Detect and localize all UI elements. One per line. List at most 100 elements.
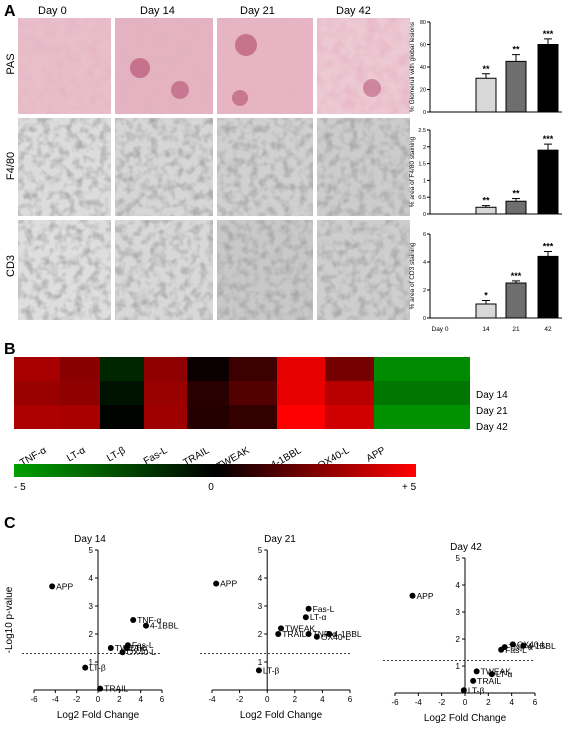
heatmap-cell xyxy=(14,381,60,405)
volcano-point xyxy=(509,641,516,648)
volcano-point xyxy=(488,671,495,678)
row-label-cd3: CD3 xyxy=(5,255,17,277)
volcano-x-tick-label: -6 xyxy=(391,698,399,707)
heatmap-cell xyxy=(325,357,374,381)
volcano-point xyxy=(275,631,282,637)
volcano-x-axis-title: Log2 Fold Change xyxy=(57,710,140,721)
heatmap-cell xyxy=(325,381,374,405)
volcano-point-label: APP xyxy=(220,579,237,589)
volcano-point-label: OX40-L xyxy=(127,647,157,657)
volcano-point xyxy=(130,617,137,623)
bar-y-axis-title: % area of CD3 staining xyxy=(409,242,416,309)
volcano-y-tick-label: 4 xyxy=(258,574,263,583)
volcano-point-label: OX40-L xyxy=(321,632,351,642)
heatmap-col-lt-b: LT-β xyxy=(105,445,128,464)
volcano-point-label: 4-1BBL xyxy=(527,641,556,651)
volcano-point xyxy=(255,667,262,674)
volcano-point-label: 4-1BBL xyxy=(333,629,362,639)
heatmap-row-day21: Day 21 xyxy=(476,406,508,417)
bar-x-label-day0: Day 0 xyxy=(432,326,449,333)
micrograph-cd3-day42 xyxy=(317,220,410,320)
volcano-y-tick-label: 3 xyxy=(456,608,461,617)
significance-label: *** xyxy=(543,242,554,252)
panel-b: B Day 14 Day 21 Day 42 TNF-α LT-α LT-β F… xyxy=(4,341,508,493)
volcano-title: Day 42 xyxy=(450,542,482,553)
volcano-x-tick-label: -4 xyxy=(208,695,216,704)
volcano-y-tick-label: 3 xyxy=(258,602,263,611)
volcano-y-tick-label: 1 xyxy=(89,658,94,667)
volcano-y-tick-label: 2 xyxy=(258,630,263,639)
micrograph-pas-day0 xyxy=(18,18,111,114)
volcano-x-tick-label: -6 xyxy=(30,695,38,704)
significance-label: *** xyxy=(543,134,554,144)
volcano-point-label: TRAIL xyxy=(104,684,128,694)
significance-label: ** xyxy=(512,45,520,55)
volcano-point-label: Fas-L xyxy=(505,645,527,655)
volcano-plots: Day 14 1 2 3 4 5 -6 -4 -2 0 2 4 6 Log2 Fold Change -Lo… xyxy=(4,534,556,724)
bar xyxy=(537,255,559,319)
bar-y-tick-label: 80 xyxy=(420,20,426,26)
volcano-point xyxy=(82,664,89,671)
heatmap-cell xyxy=(14,357,60,381)
volcano-point-label: TRAIL xyxy=(477,676,501,686)
bar-x-axis-labels: Day 0 14 21 42 xyxy=(432,326,552,333)
volcano-point-label: APP xyxy=(417,591,434,601)
volcano-point xyxy=(460,687,467,694)
volcano-x-tick-label: 0 xyxy=(463,698,468,707)
volcano-x-tick-label: 6 xyxy=(348,695,353,704)
volcano-y-tick-label: 2 xyxy=(89,630,94,639)
volcano-point-label: TWEAK xyxy=(481,666,512,676)
bar-y-tick-label: 0.5 xyxy=(418,195,426,201)
micrograph-f480-day0 xyxy=(18,118,111,216)
significance-label: ** xyxy=(512,189,520,199)
volcano-point xyxy=(143,622,149,629)
micrograph-pas-day42 xyxy=(317,18,410,114)
heatmap-cell xyxy=(100,405,144,429)
volcano-point xyxy=(278,625,284,632)
heatmap-cell xyxy=(100,381,144,405)
volcano-y-axis-title: -Log10 p-value xyxy=(4,586,15,653)
bar-chart-1: 00.511.522.5% area of F4/80 staining ****… xyxy=(409,128,562,218)
bar-y-axis-title: % Glomeruli with global lesions xyxy=(409,21,416,112)
bar-y-tick-label: 1.5 xyxy=(418,162,426,168)
heatmap-col-app: APP xyxy=(365,445,388,465)
volcano-point-label: OX40-L xyxy=(517,639,547,649)
volcano-point xyxy=(326,631,333,637)
heatmap-cell xyxy=(374,357,470,381)
heatmap-cell xyxy=(144,405,187,429)
volcano-y-tick-label: 1 xyxy=(258,658,263,667)
heatmap-cell xyxy=(229,357,277,381)
volcano-point xyxy=(97,685,104,692)
volcano-x-tick-label: -4 xyxy=(415,698,423,707)
volcano-point xyxy=(107,645,114,651)
micrograph-f480-day14 xyxy=(115,118,213,216)
panel-b-label: B xyxy=(4,341,16,358)
panel-a: A Day 0 Day 14 Day 21 Day 42 PAS F4/80 C… xyxy=(4,3,562,333)
heatmap-cell xyxy=(277,357,325,381)
volcano-point xyxy=(498,646,505,653)
volcano-point-label: LT-α xyxy=(496,669,513,679)
volcano-y-tick-label: 1 xyxy=(456,662,461,671)
volcano-point xyxy=(123,645,130,651)
heatmap-cell xyxy=(14,405,60,429)
volcano-x-tick-label: 2 xyxy=(117,695,122,704)
row-label-f480: F4/80 xyxy=(5,152,17,180)
bar-y-tick-label: 2 xyxy=(423,145,426,151)
bar-y-tick-label: 1 xyxy=(423,178,426,184)
heatmap-cell xyxy=(187,381,229,405)
col-label-day14: Day 14 xyxy=(140,5,175,17)
bar-y-tick-label: 2.5 xyxy=(418,128,426,134)
volcano-x-tick-label: 4 xyxy=(138,695,143,704)
color-scale-max: + 5 xyxy=(402,482,417,493)
volcano-x-tick-label: 2 xyxy=(293,695,298,704)
volcano-point xyxy=(470,677,477,684)
bar-y-tick-label: 6 xyxy=(423,232,426,238)
heatmap-cell xyxy=(100,357,144,381)
volcano-point-label: APP xyxy=(56,581,73,591)
heatmap xyxy=(14,357,470,429)
volcano-y-tick-label: 4 xyxy=(89,574,94,583)
heatmap-cell xyxy=(60,357,100,381)
